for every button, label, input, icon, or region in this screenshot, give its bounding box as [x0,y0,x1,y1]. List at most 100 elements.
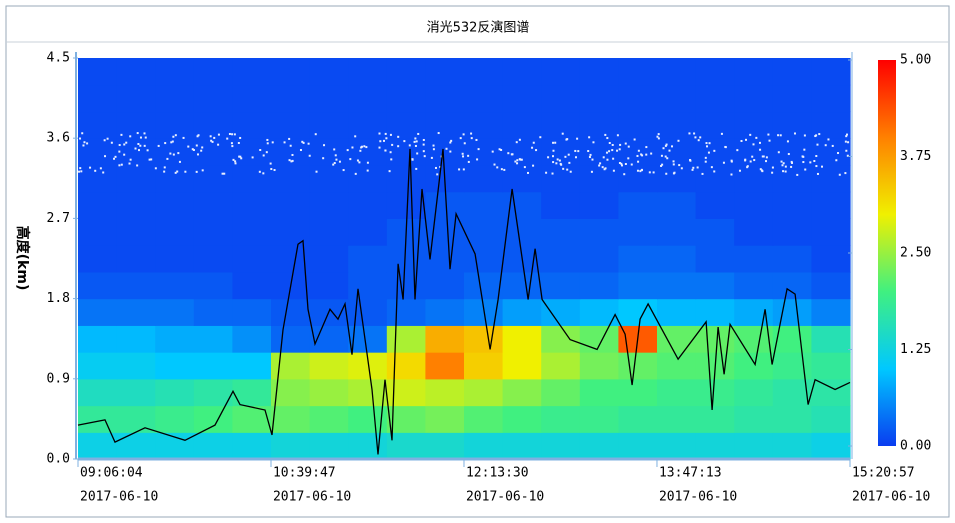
heat-cell [811,271,851,300]
heat-cell [116,271,156,300]
heat-cell [772,271,812,300]
heat-cell [772,298,812,326]
noise-dot [118,150,121,153]
noise-dot [779,134,782,137]
heat-cell [772,432,812,460]
heat-cell [78,58,118,86]
noise-dot [477,148,480,151]
noise-dot [616,149,619,152]
noise-dot [423,155,426,158]
noise-dot [391,143,394,146]
noise-dot [745,138,748,141]
noise-dot [221,172,224,175]
heat-cell [579,191,619,219]
noise-dot [231,133,234,136]
noise-dot [338,160,341,163]
heat-cell [811,378,851,407]
heat-cell [271,218,311,246]
heat-cell [309,432,349,460]
heat-cell [309,218,349,246]
noise-dot [567,153,570,156]
x-tick-date: 2017-06-10 [659,490,737,505]
heat-cell [309,191,349,219]
heat-cell [811,352,851,380]
heat-cell [579,138,619,166]
noise-dot [139,144,142,147]
noise-dot [668,149,671,152]
heat-cell [734,271,774,300]
noise-dot [114,155,117,158]
noise-dot [803,148,806,151]
heat-cell [579,58,619,86]
heat-cell [425,58,465,86]
noise-dot [701,172,704,175]
heat-cell [116,218,156,246]
heat-cell [78,405,118,433]
noise-dot [753,159,756,162]
heat-cell [309,378,349,407]
heat-cell [657,325,697,353]
y-tick-label: 2.7 [47,211,70,226]
heat-cell [695,405,735,433]
heat-cell [425,191,465,219]
heat-cell [193,325,233,353]
heat-cell [618,84,658,113]
heat-cell [541,84,581,113]
heat-cell [348,138,388,166]
noise-dot [640,153,643,156]
heat-cell [618,218,658,246]
heat-cell [618,164,658,193]
noise-dot [120,133,123,136]
noise-dot [526,171,529,174]
noise-dot [289,144,292,147]
noise-dot [259,149,262,152]
noise-dot [552,141,555,144]
x-tick-time: 12:13:30 [466,466,529,481]
noise-dot [677,139,680,142]
heat-cell [309,352,349,380]
noise-dot [710,166,713,169]
noise-dot [691,168,694,171]
noise-dot [627,145,630,148]
noise-dot [430,156,433,159]
noise-dot [507,152,510,155]
heat-cell [193,432,233,460]
heat-cell [502,378,542,407]
heat-cell [78,271,118,300]
noise-dot [138,149,141,152]
heat-cell [734,164,774,193]
noise-dot [759,148,762,151]
noise-dot [178,160,181,163]
heat-cell [657,111,697,139]
heat-cell [78,245,118,273]
noise-dot [106,137,109,140]
noise-dot [618,161,621,164]
noise-dot [266,142,269,145]
heat-cell [579,271,619,300]
noise-dot [432,148,435,151]
noise-dot [608,141,611,144]
heat-cell [155,271,195,300]
noise-dot [500,168,503,171]
heat-cell [772,352,812,380]
noise-dot [237,142,240,145]
noise-dot [640,169,643,172]
noise-dot [346,149,349,152]
noise-dot [270,168,273,171]
noise-dot [765,156,768,159]
noise-dot [730,173,733,176]
x-tick-date: 2017-06-10 [273,490,351,505]
heat-cell [386,271,426,300]
noise-dot [786,140,789,143]
noise-dot [552,161,555,164]
noise-dot [262,154,265,157]
heat-cell [502,138,542,166]
heat-cell [579,325,619,353]
noise-dot [389,133,392,136]
noise-dot [496,166,499,169]
noise-dot [144,136,147,139]
noise-dot [234,162,237,165]
heat-cell [425,298,465,326]
heat-cell [232,191,272,219]
heat-cell [502,164,542,193]
